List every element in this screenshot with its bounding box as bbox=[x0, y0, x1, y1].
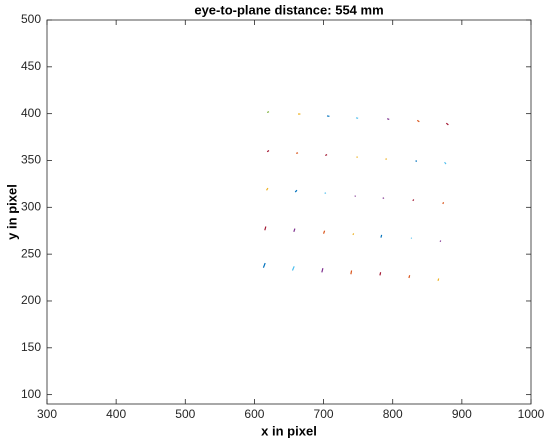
y-tick-label: 450 bbox=[21, 59, 41, 73]
trace-line bbox=[442, 202, 445, 205]
trace-line bbox=[352, 233, 355, 236]
x-axis-label: x in pixel bbox=[261, 423, 317, 438]
trace-line bbox=[266, 149, 270, 153]
trace-line bbox=[266, 187, 269, 191]
trace-line bbox=[437, 278, 440, 282]
y-tick-label: 200 bbox=[21, 293, 41, 307]
trace-line bbox=[385, 158, 388, 160]
trace-line bbox=[379, 272, 382, 276]
y-tick-label: 150 bbox=[21, 340, 41, 354]
trace-line bbox=[294, 189, 298, 193]
y-axis-label: y in pixel bbox=[4, 184, 19, 240]
trace-line bbox=[323, 230, 326, 234]
x-tick-label: 500 bbox=[175, 407, 195, 421]
x-tick-label: 600 bbox=[244, 407, 264, 421]
x-tick-label: 1000 bbox=[518, 407, 545, 421]
trace-line bbox=[416, 119, 420, 123]
chart-title: eye-to-plane distance: 554 mm bbox=[194, 2, 383, 17]
trace-line bbox=[445, 122, 449, 126]
trace-line bbox=[350, 270, 353, 275]
y-tick-label: 500 bbox=[21, 12, 41, 26]
trace-line bbox=[380, 234, 383, 238]
x-tick-label: 900 bbox=[452, 407, 472, 421]
trace-line bbox=[321, 268, 324, 273]
plot-frame bbox=[46, 19, 532, 405]
x-tick-label: 300 bbox=[37, 407, 57, 421]
trace-line bbox=[410, 237, 413, 239]
x-tick-label: 700 bbox=[314, 407, 334, 421]
trace-line bbox=[412, 199, 415, 202]
trace-line bbox=[296, 152, 299, 154]
trace-line bbox=[444, 161, 447, 165]
trace-line bbox=[386, 118, 390, 121]
trace-line bbox=[291, 266, 295, 271]
trace-line bbox=[262, 262, 266, 268]
trace-line bbox=[266, 111, 270, 114]
y-tick-label: 300 bbox=[21, 199, 41, 213]
trace-line bbox=[439, 240, 442, 243]
y-tick-label: 350 bbox=[21, 153, 41, 167]
trace-line bbox=[355, 117, 359, 119]
trace-line bbox=[408, 275, 411, 279]
x-tick-label: 400 bbox=[106, 407, 126, 421]
trace-line bbox=[325, 154, 328, 157]
trace-line bbox=[293, 228, 296, 233]
y-tick-label: 250 bbox=[21, 246, 41, 260]
x-tick-label: 800 bbox=[383, 407, 403, 421]
y-tick-label: 100 bbox=[21, 387, 41, 401]
y-tick-label: 400 bbox=[21, 106, 41, 120]
trace-line bbox=[264, 226, 267, 231]
